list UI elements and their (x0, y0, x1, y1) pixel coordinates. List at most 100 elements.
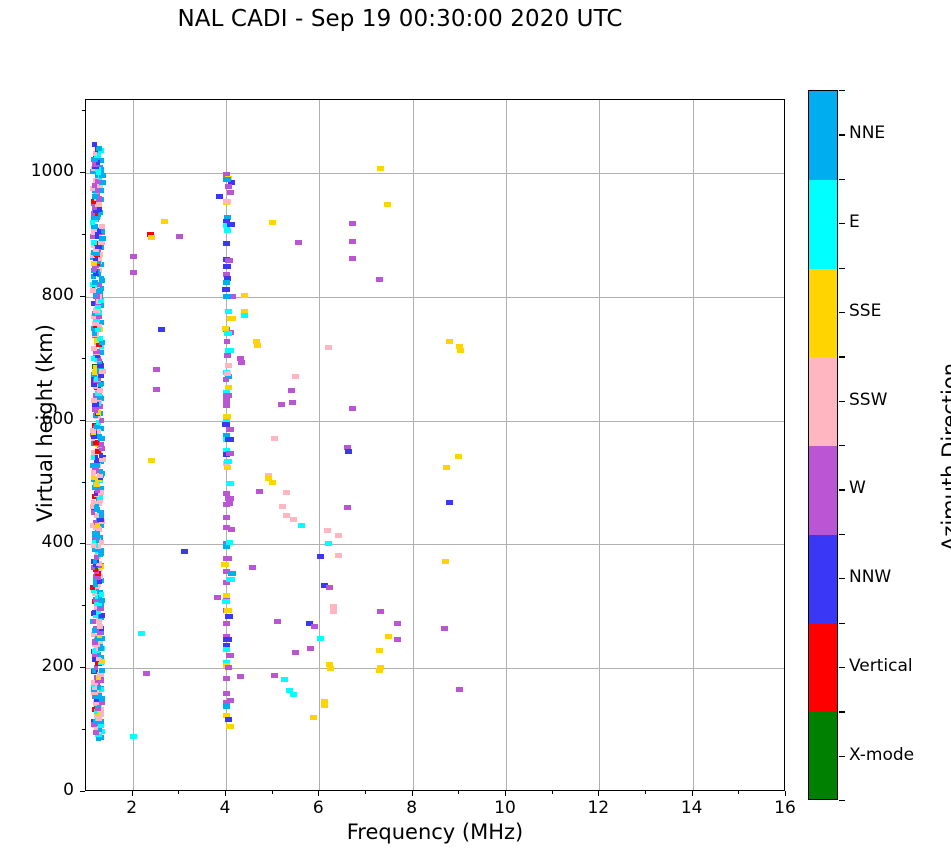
data-point (91, 397, 98, 403)
colorbar-segment-vertical[interactable] (809, 623, 837, 713)
colorbar-boundary-tick (839, 711, 845, 713)
data-point (92, 162, 100, 167)
data-point (325, 345, 333, 351)
data-point (96, 187, 101, 193)
data-point (95, 303, 101, 309)
x-tick (411, 791, 413, 796)
data-point (224, 275, 232, 281)
data-point (175, 233, 183, 239)
data-point (92, 538, 100, 544)
data-point (130, 253, 138, 259)
colorbar-label-w: W (849, 478, 866, 499)
data-point (143, 670, 151, 676)
data-point (96, 369, 102, 375)
data-point (289, 691, 297, 697)
data-point (91, 355, 98, 361)
data-point (97, 320, 104, 326)
data-point (98, 513, 104, 518)
data-point (90, 433, 97, 439)
data-point (97, 684, 102, 690)
data-point (90, 450, 98, 456)
data-point (90, 166, 98, 172)
x-tick-label: 8 (406, 798, 418, 818)
colorbar-segment-ssw[interactable] (809, 357, 837, 446)
data-point (96, 605, 104, 611)
data-point (305, 621, 313, 627)
data-point (152, 387, 160, 393)
data-point (223, 241, 231, 247)
data-point (90, 631, 95, 637)
data-point (223, 712, 231, 718)
x-tick (318, 791, 320, 796)
data-point (180, 549, 188, 555)
x-tick-label: 6 (312, 798, 324, 818)
data-point (90, 240, 97, 246)
data-point (226, 697, 234, 703)
gridline-horizontal (86, 420, 784, 422)
colorbar-segment-x-mode[interactable] (809, 712, 837, 799)
colorbar-segment-sse[interactable] (809, 268, 837, 358)
data-point (91, 330, 97, 336)
data-point (334, 533, 342, 539)
data-point (93, 642, 100, 648)
x-tick-label: 12 (587, 798, 610, 818)
data-point (91, 485, 99, 491)
data-point (97, 629, 103, 635)
data-point (283, 489, 291, 495)
x-tick (785, 791, 786, 796)
x-tick-minor (645, 791, 646, 794)
data-point (96, 410, 102, 415)
data-point (456, 347, 464, 353)
data-point (288, 399, 296, 405)
data-point (92, 567, 98, 573)
gridline-vertical (506, 100, 507, 790)
x-tick-minor (271, 791, 273, 794)
colorbar-segment-e[interactable] (809, 179, 837, 269)
colorbar-label-ssw: SSW (849, 389, 888, 410)
data-point (94, 258, 102, 264)
data-point (97, 335, 104, 341)
data-point (96, 509, 104, 515)
data-point (311, 623, 319, 629)
data-point (95, 529, 101, 535)
data-point (92, 648, 98, 654)
colorbar-label-x-mode: X-mode (849, 744, 915, 765)
data-point (96, 632, 102, 638)
data-point (264, 472, 272, 478)
data-point (98, 179, 106, 185)
data-point (223, 433, 231, 438)
colorbar-segment-w[interactable] (809, 446, 837, 535)
data-point (226, 190, 234, 195)
data-point (97, 372, 104, 378)
data-point (91, 279, 98, 285)
data-point (94, 324, 102, 329)
y-tick-label: 800 (41, 284, 74, 305)
x-tick (598, 791, 600, 796)
data-point (96, 655, 102, 661)
colorbar-segment-nnw[interactable] (809, 534, 837, 624)
data-point (96, 517, 104, 523)
chart-title: NAL CADI - Sep 19 00:30:00 2020 UTC (177, 6, 623, 32)
data-point (91, 382, 98, 388)
data-point (236, 356, 244, 362)
data-point (92, 204, 98, 210)
data-point (94, 594, 101, 600)
data-point (92, 321, 100, 327)
colorbar-segment-nne[interactable] (809, 91, 837, 180)
data-point (286, 688, 293, 693)
data-point (91, 369, 97, 375)
data-point (271, 435, 278, 441)
data-point (94, 709, 98, 715)
colorbar-tick (839, 400, 845, 402)
data-point (344, 449, 352, 455)
data-point (225, 540, 233, 546)
data-point (91, 142, 97, 148)
data-point (225, 501, 233, 507)
data-point (223, 675, 231, 681)
data-point (226, 653, 235, 659)
data-point (223, 544, 231, 550)
y-tick (80, 172, 85, 173)
data-point (221, 421, 230, 427)
data-point (271, 673, 278, 679)
